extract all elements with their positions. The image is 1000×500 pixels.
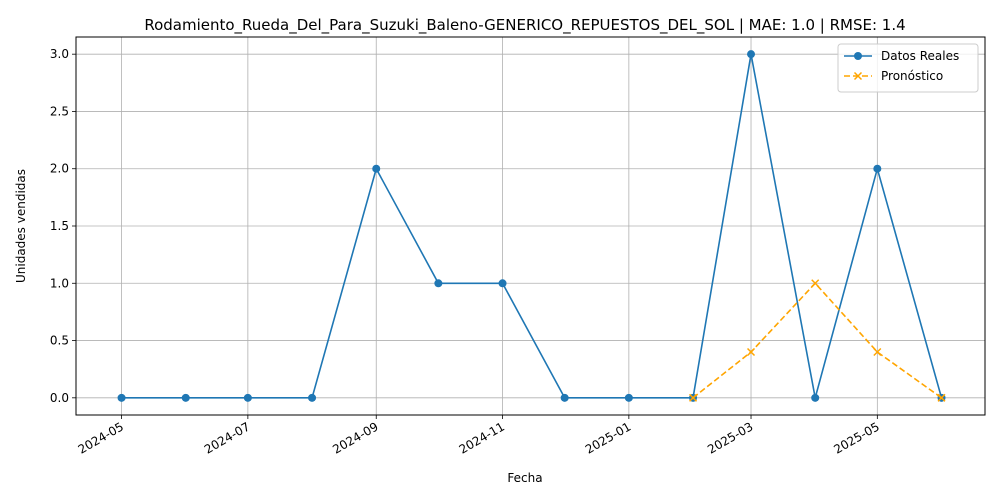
data-point [747, 50, 756, 59]
x-tick-label: 2025-01 [583, 419, 633, 456]
y-tick-label: 2.5 [50, 104, 69, 118]
y-tick-label: 0.0 [50, 391, 69, 405]
data-point [308, 393, 317, 402]
data-point [372, 164, 381, 173]
legend-marker [854, 52, 862, 60]
y-tick-label: 1.5 [50, 219, 69, 233]
data-point [434, 279, 443, 288]
legend-label: Pronóstico [881, 69, 943, 83]
data-point [243, 393, 252, 402]
data-point [624, 393, 633, 402]
data-point [560, 393, 569, 402]
data-point [811, 393, 820, 402]
y-axis-label: Unidades vendidas [14, 169, 28, 283]
legend-box [837, 43, 979, 93]
data-point [873, 347, 882, 357]
x-axis-label: Fecha [507, 471, 542, 485]
legend-label: Datos Reales [881, 49, 959, 63]
data-point [746, 347, 756, 357]
series-layer [117, 50, 946, 402]
legend: Datos Reales Pronóstico [837, 43, 979, 93]
x-tick-label: 2024-05 [76, 419, 126, 456]
x-tick-label: 2024-07 [202, 419, 252, 456]
data-point [873, 164, 882, 173]
chart-title: Rodamiento_Rueda_Del_Para_Suzuki_Baleno-… [144, 16, 905, 35]
legend-marker [853, 71, 863, 81]
grid [76, 37, 985, 415]
data-point [117, 393, 126, 402]
x-tick-label: 2024-09 [330, 419, 380, 456]
x-tick-label: 2025-05 [831, 419, 881, 456]
y-tick-label: 1.0 [50, 276, 69, 290]
y-tick-label: 2.0 [50, 162, 69, 176]
ticks: 2024-05 2024-07 2024-09 2024-11 2025-01 2025-… [50, 47, 882, 456]
data-point [811, 279, 820, 288]
data-point [181, 393, 190, 402]
data-point [689, 393, 698, 402]
y-tick-label: 3.0 [50, 47, 69, 61]
x-tick-label: 2025-03 [705, 419, 755, 456]
x-tick-label: 2024-11 [457, 419, 507, 456]
series-line-0 [121, 54, 943, 399]
data-point [498, 279, 507, 288]
data-point [937, 393, 946, 402]
y-tick-label: 0.5 [50, 334, 69, 348]
